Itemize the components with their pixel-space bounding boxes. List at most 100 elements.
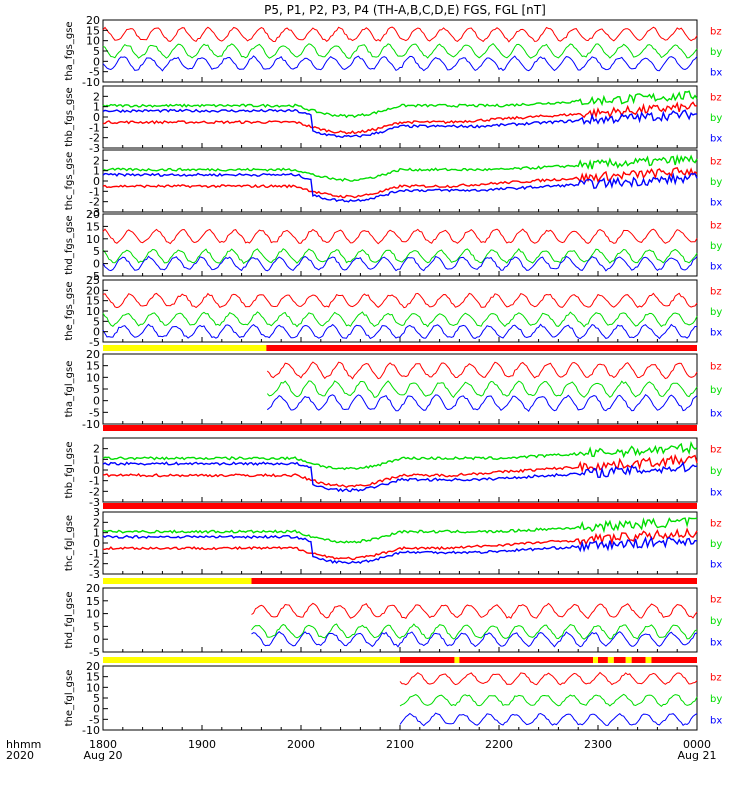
y-tick-label: 10: [86, 305, 100, 318]
legend-entry-bz: bz: [710, 595, 722, 606]
legend-entry-bx: bx: [710, 198, 722, 209]
legend-entry-bx: bx: [710, 637, 722, 648]
panel-frame: [102, 85, 698, 149]
y-tick-label: -2: [89, 132, 100, 145]
mode-bar-segment: [598, 657, 608, 663]
y-tick-label: -1: [89, 121, 100, 134]
y-tick-label: -5: [89, 270, 100, 283]
y-tick-label: 25: [86, 274, 100, 287]
series-bx-line: [102, 534, 698, 565]
series-bx-line: [102, 255, 698, 272]
series-by-line: [399, 693, 698, 707]
legend-entry-bx: bx: [710, 560, 722, 571]
y-axis-label: thc_fgs_gse: [64, 152, 75, 211]
y-tick-label: 0: [93, 258, 100, 271]
y-tick-label: 15: [86, 671, 100, 684]
mode-bar-segment: [613, 657, 626, 663]
y-axis-label: thd_fgs_gse: [64, 215, 75, 274]
legend-entry-bx: bx: [710, 715, 722, 726]
y-tick-label: 5: [93, 620, 100, 633]
legend-entry-by: by: [710, 616, 722, 627]
legend-entry-bz: bz: [710, 445, 722, 456]
y-tick-label: 3: [93, 506, 100, 519]
legend-entry-bx: bx: [710, 487, 722, 498]
series-by-line: [102, 311, 698, 328]
mode-bar-segment: [607, 657, 614, 663]
series-bx-line: [102, 172, 698, 203]
series-bx-line: [251, 631, 698, 648]
panel-frame: [102, 665, 698, 731]
y-axis-label: thb_fgl_gse: [64, 442, 75, 499]
mode-bar-segment: [103, 657, 400, 663]
y-tick-label: -5: [89, 336, 100, 349]
legend-entry-by: by: [710, 385, 722, 396]
y-tick-label: -5: [89, 646, 100, 659]
mode-bar-segment: [251, 578, 697, 584]
time-tick-label: 2200: [485, 738, 513, 751]
y-tick-label: 0: [93, 326, 100, 339]
mode-bar-segment: [454, 657, 460, 663]
legend-entry-bx: bx: [710, 408, 722, 419]
series-bz-line: [102, 26, 698, 43]
series-by-line: [102, 153, 698, 182]
y-tick-label: 0: [93, 633, 100, 646]
y-tick-label: -3: [89, 568, 100, 581]
y-tick-label: -1: [89, 475, 100, 488]
panel-frame: [102, 437, 698, 503]
time-tick-date: Aug 21: [678, 749, 717, 762]
y-tick-label: -10: [82, 724, 100, 737]
y-tick-label: 1: [93, 527, 100, 540]
corner-label-hhmm: hhmm: [6, 738, 41, 751]
mode-bar-segment: [103, 425, 697, 431]
y-tick-label: -2: [89, 485, 100, 498]
y-tick-label: 15: [86, 220, 100, 233]
mode-bar: [103, 425, 697, 431]
series-by-line: [102, 90, 698, 119]
time-tick-label: 2300: [584, 738, 612, 751]
y-axis-label: thc_fgl_gse: [64, 515, 75, 571]
mode-bar-segment: [645, 657, 652, 663]
legend-entry-bx: bx: [710, 68, 722, 79]
series-bz-line: [103, 527, 698, 561]
series-bx-line: [102, 461, 698, 493]
mode-bar-segment: [593, 657, 598, 663]
corner-label-year: 2020: [6, 749, 34, 762]
y-tick-label: 10: [86, 233, 100, 246]
panel-thb_fgs_gse: 210-1-2-3 thb_fgs_gse bz by bx: [64, 85, 722, 155]
legend-entry-bz: bz: [710, 92, 722, 103]
panel-frame: [102, 511, 698, 575]
y-axis-label: tha_fgl_gse: [64, 361, 75, 418]
series-bx-line: [102, 108, 698, 139]
series-bz-line: [251, 602, 698, 620]
y-tick-label: -5: [89, 713, 100, 726]
y-tick-label: 0: [93, 703, 100, 716]
legend-entry-by: by: [710, 694, 722, 705]
mode-bar-segment: [103, 345, 267, 351]
y-tick-label: 2: [93, 443, 100, 456]
panel-thb_fgl_gse: 210-1-2-3 thb_fgl_gse bz by bx: [64, 437, 722, 509]
y-tick-label: 5: [93, 315, 100, 328]
series-bx-line: [399, 712, 698, 727]
y-tick-label: 20: [86, 348, 100, 361]
y-tick-label: 10: [86, 35, 100, 48]
legend-entry-bz: bz: [710, 220, 722, 231]
time-tick-label: 1900: [188, 738, 216, 751]
panel-frame: [102, 19, 698, 83]
y-tick-label: -2: [89, 196, 100, 209]
legend-entry-bx: bx: [710, 262, 722, 273]
y-tick-label: 10: [86, 608, 100, 621]
y-tick-label: 20: [86, 208, 100, 221]
series-by-line: [102, 43, 698, 59]
y-tick-label: 1: [93, 101, 100, 114]
y-tick-label: 15: [86, 595, 100, 608]
mode-bar-segment: [459, 657, 594, 663]
y-axis-label: thd_fgl_gse: [64, 592, 75, 649]
legend-entry-bz: bz: [710, 26, 722, 37]
y-tick-label: 15: [86, 24, 100, 37]
mode-bar: [103, 503, 697, 509]
